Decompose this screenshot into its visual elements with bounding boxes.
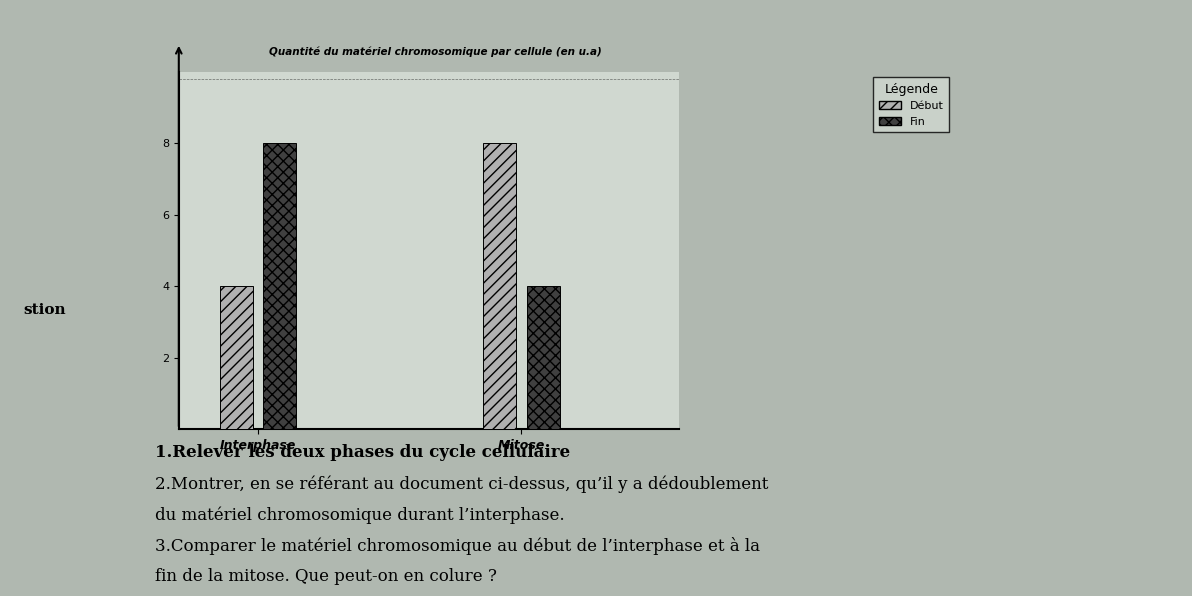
Text: 1.Relever les deux phases du cycle cellulaire: 1.Relever les deux phases du cycle cellu… — [155, 444, 570, 461]
Bar — [219, 286, 253, 429]
Text: Quantité du matériel chromosomique par cellule (en u.a): Quantité du matériel chromosomique par c… — [268, 46, 602, 57]
Bar — [527, 286, 559, 429]
Bar — [483, 143, 516, 429]
Text: 2.Montrer, en se référant au document ci-dessus, qu’il y a dédoublement: 2.Montrer, en se référant au document ci… — [155, 475, 769, 492]
Legend: Début, Fin: Début, Fin — [873, 77, 949, 132]
Text: du matériel chromosomique durant l’interphase.: du matériel chromosomique durant l’inter… — [155, 506, 565, 523]
Text: stion: stion — [24, 303, 67, 317]
Text: 3.Comparer le matériel chromosomique au début de l’interphase et à la: 3.Comparer le matériel chromosomique au … — [155, 537, 760, 555]
Text: fin de la mitose. Que peut-on en colure ?: fin de la mitose. Que peut-on en colure … — [155, 568, 497, 585]
Bar — [263, 143, 296, 429]
